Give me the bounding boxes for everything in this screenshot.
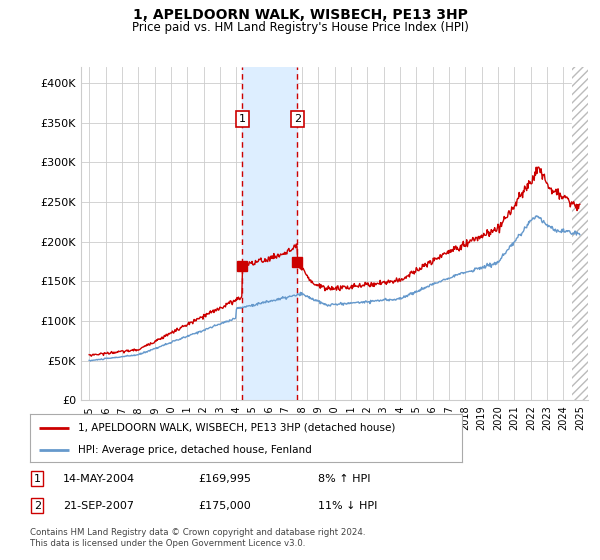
Bar — [572, 67, 588, 400]
Text: 2: 2 — [293, 114, 301, 124]
Text: Price paid vs. HM Land Registry's House Price Index (HPI): Price paid vs. HM Land Registry's House … — [131, 21, 469, 34]
Text: 1, APELDOORN WALK, WISBECH, PE13 3HP: 1, APELDOORN WALK, WISBECH, PE13 3HP — [133, 8, 467, 22]
Text: £169,995: £169,995 — [198, 474, 251, 484]
Text: Contains HM Land Registry data © Crown copyright and database right 2024.
This d: Contains HM Land Registry data © Crown c… — [30, 528, 365, 548]
Bar — [242, 67, 297, 400]
Text: 2: 2 — [34, 501, 41, 511]
Text: 11% ↓ HPI: 11% ↓ HPI — [318, 501, 377, 511]
Text: 14-MAY-2004: 14-MAY-2004 — [63, 474, 135, 484]
Text: 21-SEP-2007: 21-SEP-2007 — [63, 501, 134, 511]
Text: 1: 1 — [34, 474, 41, 484]
Bar — [572, 67, 588, 400]
Text: 1: 1 — [239, 114, 246, 124]
Text: 1, APELDOORN WALK, WISBECH, PE13 3HP (detached house): 1, APELDOORN WALK, WISBECH, PE13 3HP (de… — [77, 423, 395, 433]
Text: £175,000: £175,000 — [198, 501, 251, 511]
Text: HPI: Average price, detached house, Fenland: HPI: Average price, detached house, Fenl… — [77, 445, 311, 455]
Text: 8% ↑ HPI: 8% ↑ HPI — [318, 474, 371, 484]
